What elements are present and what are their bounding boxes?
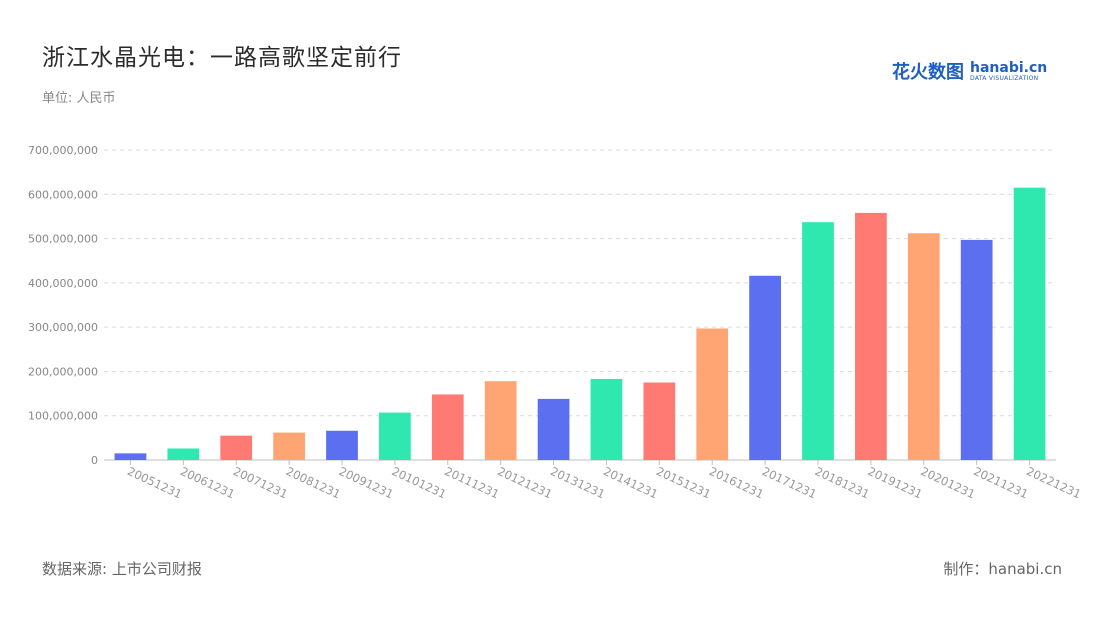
bar — [273, 432, 305, 460]
x-tick-label: 20141231 — [601, 464, 660, 501]
y-tick-label: 0 — [91, 454, 98, 467]
x-tick-label: 20081231 — [284, 464, 343, 501]
bar — [114, 453, 147, 460]
x-tick-label: 20071231 — [231, 464, 290, 501]
bar — [907, 233, 940, 460]
bar — [696, 328, 729, 460]
y-tick-label: 100,000,000 — [28, 410, 98, 423]
y-tick-label: 500,000,000 — [28, 233, 98, 246]
bar — [379, 412, 411, 460]
x-tick-label: 20051231 — [125, 464, 184, 501]
bar — [326, 430, 358, 460]
bar — [590, 378, 623, 460]
x-tick-label: 20061231 — [178, 464, 237, 501]
bar — [749, 275, 781, 460]
y-tick-label: 400,000,000 — [28, 277, 98, 290]
x-tick-label: 20211231 — [971, 464, 1030, 501]
bar — [855, 212, 887, 460]
x-tick-label: 20191231 — [866, 464, 925, 501]
x-tick-label: 20181231 — [813, 464, 872, 501]
logo-tagline: DATA VISUALIZATION — [970, 74, 1039, 82]
bar — [220, 435, 253, 460]
logo-en-text: hanabi.cn — [970, 59, 1048, 76]
data-source: 数据来源: 上市公司财报 — [42, 560, 202, 578]
bar — [537, 398, 570, 460]
x-tick-label: 20111231 — [443, 464, 502, 501]
y-tick-label: 700,000,000 — [28, 144, 98, 157]
y-tick-label: 200,000,000 — [28, 365, 98, 378]
bar — [1013, 187, 1046, 460]
bar — [167, 448, 200, 460]
x-tick-label: 20121231 — [495, 464, 554, 501]
bar — [960, 239, 993, 460]
x-tick-label: 20151231 — [654, 464, 713, 501]
bar — [484, 381, 517, 460]
y-tick-label: 600,000,000 — [28, 188, 98, 201]
bar — [802, 222, 834, 460]
x-tick-label: 20131231 — [548, 464, 607, 501]
x-tick-label: 20101231 — [390, 464, 449, 501]
x-tick-label: 20171231 — [760, 464, 819, 501]
x-tick-label: 20091231 — [337, 464, 396, 501]
unit-label: 单位: 人民币 — [42, 91, 116, 106]
logo-cn-text: 花火数图 — [892, 62, 964, 83]
bar — [643, 382, 676, 460]
brand-logo: 花火数图 hanabi.cn DATA VISUALIZATION — [892, 58, 1047, 84]
y-tick-label: 300,000,000 — [28, 321, 98, 334]
bar — [431, 394, 464, 460]
credit-label: 制作：hanabi.cn — [943, 560, 1062, 578]
x-tick-label: 20221231 — [1024, 464, 1083, 501]
x-tick-label: 20201231 — [919, 464, 978, 501]
chart-title: 浙江水晶光电：一路高歌坚定前行 — [42, 45, 402, 71]
x-tick-label: 20161231 — [707, 464, 766, 501]
